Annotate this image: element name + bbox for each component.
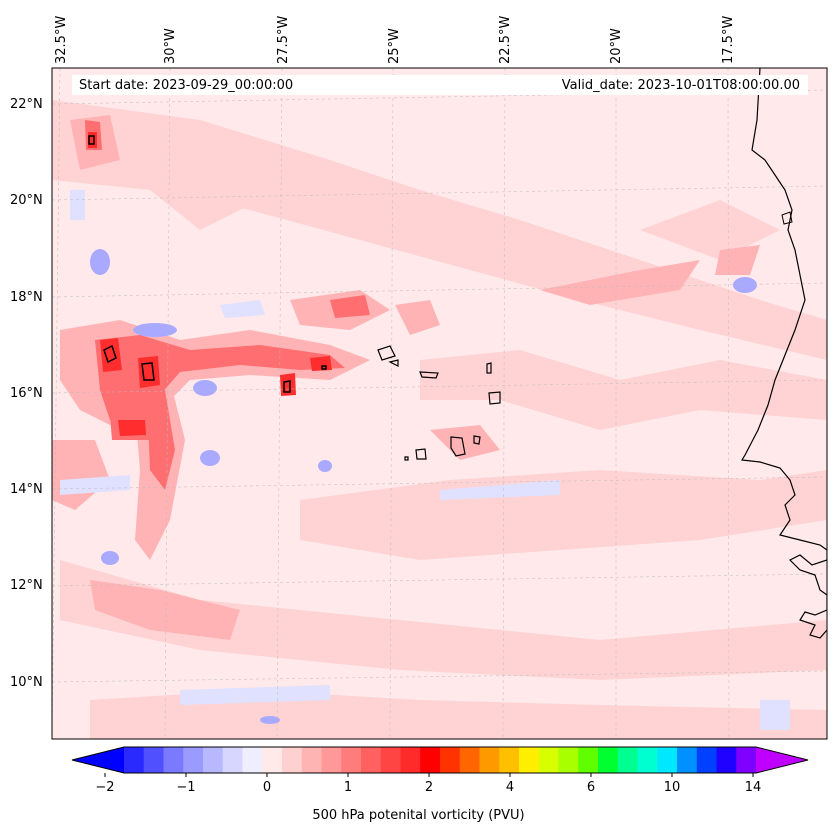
colorbar-cell [598,747,619,773]
colorbar-cell [124,747,145,773]
colorbar-cell [163,747,184,773]
colorbar-outline [71,746,809,774]
lat-label-12n: 12°N [10,578,43,593]
colorbar-cell [736,747,757,773]
colorbar-cell [183,747,204,773]
colorbar-cell [558,747,579,773]
colorbar-cell [637,747,658,773]
colorbar-cell [341,747,362,773]
colorbar-cell [716,747,737,773]
header-box [72,75,808,95]
colorbar-cell [380,747,401,773]
pv-contours [88,135,327,393]
canary-islet [781,211,793,225]
colorbar-cell [677,747,698,773]
colorbar-cell [282,747,303,773]
cb-tick-neg2: −2 [95,780,115,795]
cb-tick-14: 14 [744,780,762,795]
lat-label-16n: 16°N [10,386,43,401]
cb-tick-neg1: −1 [176,780,196,795]
colorbar-cell [519,747,540,773]
colorbar-cell [361,747,382,773]
colorbar-extend-max [756,747,808,773]
colorbar-cell [420,747,441,773]
map-field [52,68,827,739]
pv-faint-negative-regions [60,190,790,730]
colorbar-cell [440,747,461,773]
african-coastline [741,68,827,639]
colorbar-cell [400,747,421,773]
cb-tick-2: 2 [424,780,434,795]
colorbar-cell [499,747,520,773]
start-date-label: Start date: 2023-09-29_00:00:00 [79,78,294,93]
colorbar-cell [657,747,678,773]
colorbar-cell [538,747,559,773]
colorbar-cell [262,747,283,773]
cb-tick-6: 6 [586,780,596,795]
lat-label-14n: 14°N [10,482,43,497]
cb-tick-10: 10 [663,780,681,795]
colorbar-cell [301,747,322,773]
colorbar-cell [459,747,480,773]
cb-tick-4: 4 [505,780,515,795]
colorbar-cell [321,747,342,773]
lat-label-10n: 10°N [10,675,43,690]
colorbar-cell [578,747,599,773]
colorbar-title: 500 hPa potenital vorticity (PVU) [312,808,525,823]
pv-negative-regions [90,249,757,724]
colorbar-cell [143,747,164,773]
lat-label-22n: 22°N [10,97,43,112]
colorbar-cell [242,747,263,773]
cb-tick-0: 0 [262,780,272,795]
lat-label-18n: 18°N [10,290,43,305]
cb-tick-1: 1 [343,780,353,795]
map-frame [51,67,828,740]
colorbar-cell [222,747,243,773]
valid-date-label: Valid_date: 2023-10-01T08:00:00.00 [561,78,800,93]
colorbar-cell [203,747,224,773]
graticule [52,68,827,739]
colorbar-cell [479,747,500,773]
colorbar-cell [617,747,638,773]
colorbar-extend-min [72,747,124,773]
lat-label-20n: 20°N [10,193,43,208]
colorbar-cell [696,747,717,773]
cape-verde-islands [377,345,501,461]
colorbar [71,746,809,777]
